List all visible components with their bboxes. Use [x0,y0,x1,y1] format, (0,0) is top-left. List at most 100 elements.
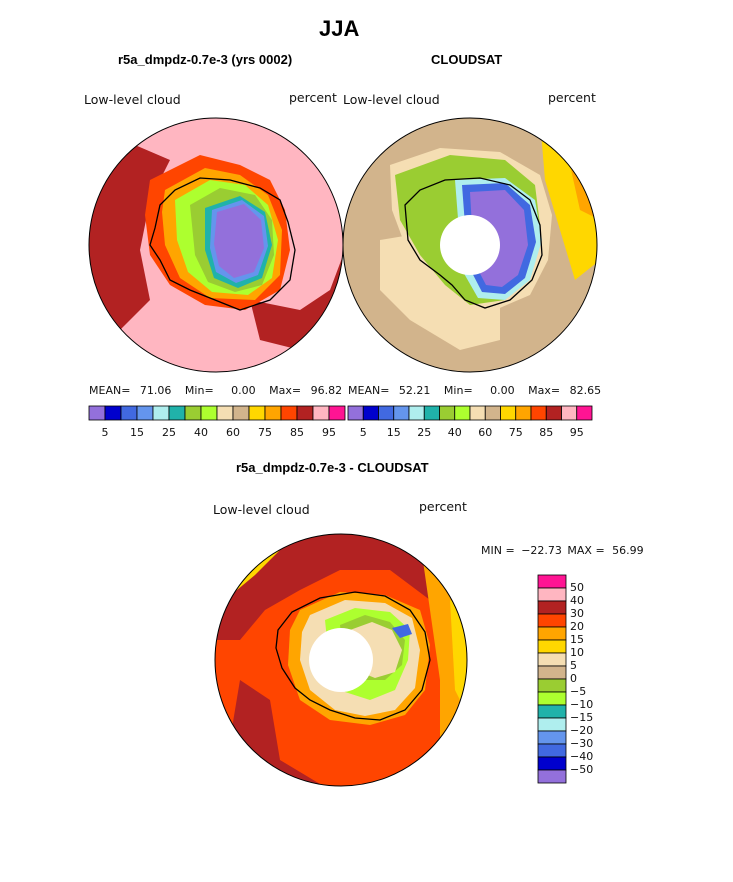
panel1-min-label: Min= [184,384,214,397]
colorbar-swatch [408,405,425,421]
colorbar-tick-label: −15 [570,711,594,724]
panel1-stats: MEAN= 71.06 Min= 0.00 Max= 96.82 [89,384,342,397]
panel2-units-label: percent [548,90,596,105]
colorbar-swatch [537,717,567,732]
colorbar-tick-label: 5 [101,426,109,439]
colorbar-swatch [136,405,154,421]
panel1-mean-value: 71.06 [139,384,172,397]
colorbar-swatch [423,405,440,421]
map1-antarctic-coastline [149,177,296,311]
panel2-stats: MEAN= 52.21 Min= 0.00 Max= 82.65 [348,384,601,397]
panel1-title: r5a_dmpdz-0.7e-3 (yrs 0002) [118,52,293,67]
panel3-left-label: Low-level cloud [213,502,310,517]
colorbar-tick-label: 60 [226,426,240,439]
colorbar-swatch [312,405,330,421]
panel2-left-label: Low-level cloud [343,92,440,107]
colorbar-swatch [296,405,314,421]
colorbar-swatch [537,587,567,602]
panel3-colorbar [537,574,567,784]
panel2-mean-label: MEAN= [348,384,390,397]
figure-title: JJA [319,16,360,41]
panel1-mean-label: MEAN= [89,384,131,397]
colorbar-swatch [537,665,567,680]
colorbar-swatch [393,405,410,421]
colorbar-tick-label: 40 [447,426,462,439]
map2-region-wheat-south [380,230,500,350]
colorbar-tick-label: 0 [570,672,577,685]
map1-core-purple [214,204,264,278]
panel1-min-value: 0.00 [231,384,256,397]
colorbar-tick-label: −40 [570,750,594,763]
colorbar-swatch [537,639,567,654]
map2-border [342,117,598,373]
colorbar-swatch [537,574,567,589]
panel1-max-value: 96.82 [310,384,343,397]
panel3-max-value: 56.99 [612,544,644,557]
colorbar-swatch [530,405,547,421]
colorbar-tick-label: 5 [570,659,577,672]
colorbar-tick-label: 85 [539,426,554,439]
colorbar-swatch [168,405,186,421]
colorbar-tick-label: −50 [570,763,594,776]
colorbar-swatch [280,405,298,421]
panel2-max-value: 82.65 [569,384,602,397]
map2-antarctic-coastline [404,177,543,309]
panel2-colorbar [347,405,593,421]
colorbar-tick-label: 25 [162,426,176,439]
colorbar-swatch [184,405,202,421]
map3-region-darkred-north [215,534,467,640]
colorbar-swatch [576,405,593,421]
colorbar-tick-label: 85 [290,426,304,439]
colorbar-swatch [152,405,170,421]
colorbar-swatch [120,405,138,421]
colorbar-swatch [537,613,567,628]
colorbar-swatch [537,730,567,745]
colorbar-tick-label: 25 [417,426,432,439]
colorbar-tick-label: 20 [570,620,584,633]
panel2-mean-value: 52.21 [398,384,431,397]
panel3-title: r5a_dmpdz-0.7e-3 - CLOUDSAT [236,460,429,475]
colorbar-swatch [537,756,567,771]
colorbar-tick-label: 75 [508,426,523,439]
colorbar-tick-label: 95 [569,426,584,439]
map1-polar-plot [88,117,344,373]
colorbar-swatch [469,405,486,421]
map3-polar-plot [214,533,468,787]
colorbar-swatch [537,691,567,706]
colorbar-swatch [248,405,266,421]
panel3-minmax: MIN = −22.73 MAX = 56.99 [481,544,644,557]
colorbar-tick-label: 40 [194,426,208,439]
colorbar-swatch [561,405,578,421]
colorbar-swatch [545,405,562,421]
map3-missing-data-hole [309,628,373,692]
panel3-min-value: −22.73 [521,544,562,557]
colorbar-swatch [328,405,346,421]
map2-missing-data-hole [440,215,500,275]
colorbar-swatch [515,405,532,421]
colorbar-tick-label: 50 [570,581,584,594]
colorbar-swatch [537,626,567,641]
panel1-colorbar [88,405,346,421]
colorbar-tick-label: −5 [570,685,587,698]
colorbar-swatch [537,743,567,758]
panel3-min-label: MIN = [481,544,515,557]
colorbar-swatch [362,405,379,421]
colorbar-tick-label: 5 [359,426,367,439]
colorbar-tick-label: 40 [570,594,584,607]
panel1-units-label: percent [289,90,337,105]
colorbar-swatch [537,652,567,667]
colorbar-swatch [232,405,250,421]
colorbar-swatch [347,405,364,421]
map3-border [214,533,468,787]
colorbar-tick-label: −10 [570,698,594,711]
colorbar-tick-label: 15 [570,633,584,646]
colorbar-tick-label: 60 [478,426,493,439]
colorbar-swatch [484,405,501,421]
map2-polar-plot [342,117,598,373]
colorbar-tick-label: 75 [258,426,272,439]
panel3-units-label: percent [419,499,467,514]
panel3-max-label: MAX = [567,544,605,557]
panel1-max-label: Max= [269,384,302,397]
panel2-min-label: Min= [443,384,473,397]
